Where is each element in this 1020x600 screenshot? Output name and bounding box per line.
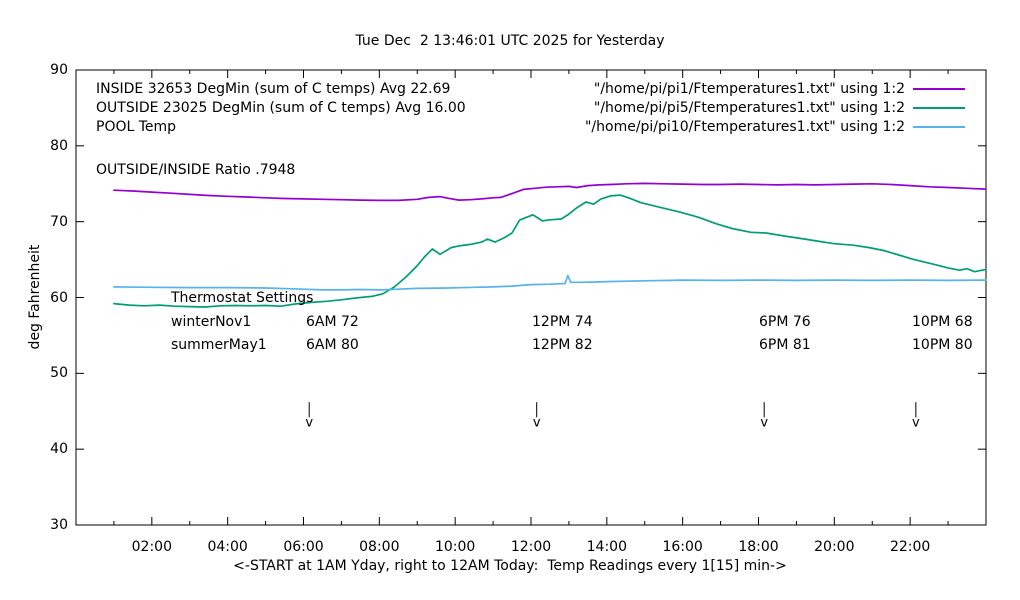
x-tick-label-04:00: 04:00 xyxy=(207,539,248,555)
thermostat-heading: Thermostat Settings xyxy=(171,290,314,306)
y-tick-label-30: 30 xyxy=(50,517,68,533)
series-line-outside xyxy=(113,194,987,308)
thermostat-winter-10pm: 10PM 68 xyxy=(912,314,973,330)
x-tick-label-08:00: 08:00 xyxy=(359,539,400,555)
thermostat-summer-6am: 6AM 80 xyxy=(306,337,359,353)
legend-file-outside: "/home/pi/pi5/Ftemperatures1.txt" using … xyxy=(593,100,905,116)
y-tick-label-50: 50 xyxy=(50,365,68,382)
thermostat-winter-name: winterNov1 xyxy=(171,314,252,330)
thermostat-winter-6pm: 6PM 76 xyxy=(759,314,811,330)
y-tick-label-60: 60 xyxy=(50,289,68,306)
legend-file-pool: "/home/pi/pi10/Ftemperatures1.txt" using… xyxy=(584,119,905,135)
x-axis-label: <-START at 1AM Yday, right to 12AM Today… xyxy=(233,558,787,574)
legend-line-sample-inside xyxy=(913,88,965,90)
x-tick-label-20:00: 20:00 xyxy=(814,539,855,555)
legend-line-sample-outside xyxy=(913,107,965,109)
thermostat-summer-6pm: 6PM 81 xyxy=(759,337,811,353)
marker-arrow-glyph: v xyxy=(760,415,768,430)
y-tick-label-70: 70 xyxy=(50,213,68,230)
series-line-pool xyxy=(113,274,987,291)
thermostat-summer-12pm: 12PM 82 xyxy=(532,337,593,353)
legend-file-inside: "/home/pi/pi1/Ftemperatures1.txt" using … xyxy=(593,81,905,97)
x-tick-label-02:00: 02:00 xyxy=(131,539,172,555)
marker-arrow-glyph: v xyxy=(533,415,541,430)
x-tick-label-18:00: 18:00 xyxy=(738,539,779,555)
marker-arrow-glyph: v xyxy=(305,415,313,430)
legend-label-inside: INSIDE 32653 DegMin (sum of C temps) Avg… xyxy=(96,81,451,97)
x-tick-label-16:00: 16:00 xyxy=(662,539,703,555)
series-line-inside xyxy=(113,182,987,202)
thermostat-winter-6am: 6AM 72 xyxy=(306,314,359,330)
x-tick-label-12:00: 12:00 xyxy=(510,539,552,555)
ratio-annotation: OUTSIDE/INSIDE Ratio .7948 xyxy=(96,162,296,178)
legend-line-sample-pool xyxy=(913,126,965,128)
y-tick-label-40: 40 xyxy=(50,441,68,458)
thermostat-summer-10pm: 10PM 80 xyxy=(912,337,973,353)
legend-label-pool: POOL Temp xyxy=(96,119,177,135)
thermostat-winter-12pm: 12PM 74 xyxy=(532,314,593,330)
x-tick-label-10:00: 10:00 xyxy=(434,539,476,555)
y-tick-label-80: 80 xyxy=(50,137,68,154)
chart-title: Tue Dec 2 13:46:01 UTC 2025 for Yesterda… xyxy=(355,33,665,49)
thermostat-summer-name: summerMay1 xyxy=(171,337,267,353)
y-tick-label-90: 90 xyxy=(50,62,68,78)
legend-label-outside: OUTSIDE 23025 DegMin (sum of C temps) Av… xyxy=(96,100,466,116)
x-tick-label-14:00: 14:00 xyxy=(586,539,627,555)
x-tick-label-06:00: 06:00 xyxy=(283,539,324,555)
x-tick-label-22:00: 22:00 xyxy=(889,539,931,555)
marker-arrow-glyph: v xyxy=(912,415,920,430)
